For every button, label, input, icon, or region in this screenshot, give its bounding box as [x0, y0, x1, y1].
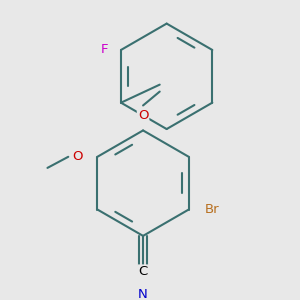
Text: F: F [100, 44, 108, 56]
Text: C: C [138, 266, 148, 278]
Text: O: O [73, 150, 83, 163]
Text: O: O [138, 109, 148, 122]
Text: Br: Br [205, 203, 220, 216]
Text: N: N [138, 288, 148, 300]
